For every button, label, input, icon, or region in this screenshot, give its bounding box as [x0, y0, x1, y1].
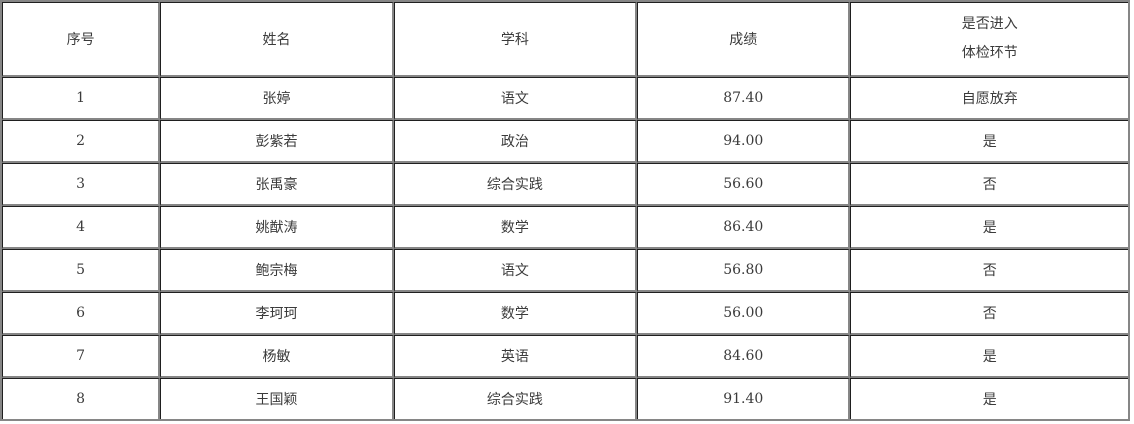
cell-name: 王国颖	[160, 378, 394, 419]
cell-score: 56.60	[637, 163, 851, 206]
cell-score: 91.40	[637, 378, 851, 419]
cell-score: 86.40	[637, 206, 851, 249]
cell-status: 自愿放弃	[850, 77, 1128, 120]
header-no: 序号	[2, 2, 161, 77]
cell-status: 否	[850, 163, 1128, 206]
cell-no: 8	[2, 378, 161, 419]
table-row: 8 王国颖 综合实践 91.40 是	[2, 378, 1128, 419]
cell-score: 56.00	[637, 292, 851, 335]
cell-status: 是	[850, 335, 1128, 378]
cell-no: 7	[2, 335, 161, 378]
cell-subject: 综合实践	[393, 378, 638, 419]
table-row: 6 李珂珂 数学 56.00 否	[2, 292, 1128, 335]
header-exam-entry-line2: 体检环节	[961, 45, 1018, 61]
cell-subject: 综合实践	[393, 163, 638, 206]
cell-status: 否	[850, 292, 1128, 335]
table-row: 4 姚猷涛 数学 86.40 是	[2, 206, 1128, 249]
header-score: 成绩	[637, 2, 851, 77]
cell-name: 李珂珂	[160, 292, 394, 335]
cell-name: 鲍宗梅	[160, 249, 394, 292]
cell-subject: 数学	[393, 292, 638, 335]
table-row: 5 鲍宗梅 语文 56.80 否	[2, 249, 1128, 292]
cell-subject: 英语	[393, 335, 638, 378]
cell-score: 94.00	[637, 120, 851, 163]
cell-name: 张禹豪	[160, 163, 394, 206]
cell-subject: 数学	[393, 206, 638, 249]
table-row: 7 杨敏 英语 84.60 是	[2, 335, 1128, 378]
cell-name: 张婷	[160, 77, 394, 120]
cell-no: 4	[2, 206, 161, 249]
cell-status: 是	[850, 378, 1128, 419]
table-row: 3 张禹豪 综合实践 56.60 否	[2, 163, 1128, 206]
cell-name: 彭紫若	[160, 120, 394, 163]
cell-status: 否	[850, 249, 1128, 292]
cell-score: 56.80	[637, 249, 851, 292]
cell-no: 6	[2, 292, 161, 335]
cell-subject: 政治	[393, 120, 638, 163]
cell-no: 3	[2, 163, 161, 206]
table-header-row: 序号 姓名 学科 成绩 是否进入 体检环节	[2, 2, 1128, 77]
header-exam-entry: 是否进入 体检环节	[850, 2, 1128, 77]
cell-no: 1	[2, 77, 161, 120]
cell-name: 姚猷涛	[160, 206, 394, 249]
cell-name: 杨敏	[160, 335, 394, 378]
cell-subject: 语文	[393, 249, 638, 292]
header-name: 姓名	[160, 2, 394, 77]
cell-status: 是	[850, 206, 1128, 249]
table-row: 2 彭紫若 政治 94.00 是	[2, 120, 1128, 163]
header-subject: 学科	[393, 2, 638, 77]
cell-status: 是	[850, 120, 1128, 163]
table-row: 1 张婷 语文 87.40 自愿放弃	[2, 77, 1128, 120]
cell-score: 84.60	[637, 335, 851, 378]
header-exam-entry-line1: 是否进入	[961, 16, 1018, 32]
cell-no: 2	[2, 120, 161, 163]
cell-no: 5	[2, 249, 161, 292]
cell-score: 87.40	[637, 77, 851, 120]
cell-subject: 语文	[393, 77, 638, 120]
